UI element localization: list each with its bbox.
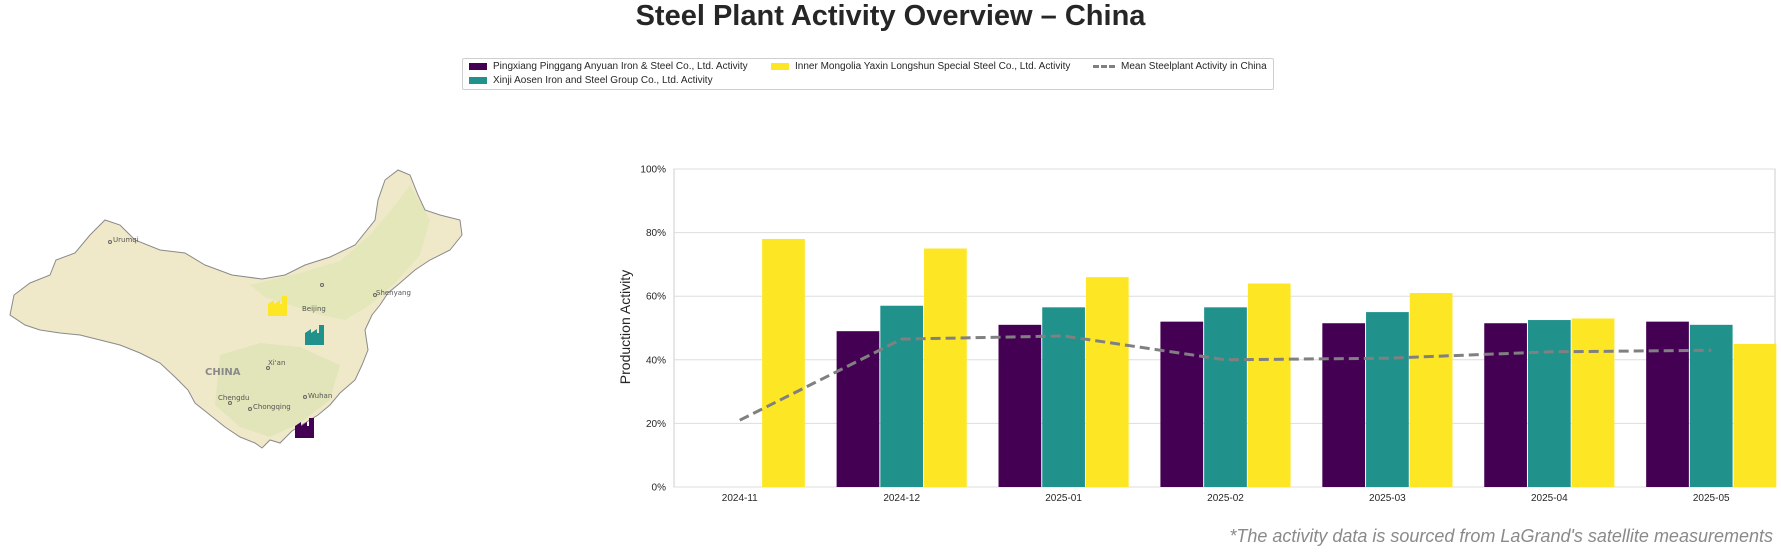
bar-series-2 <box>924 248 967 487</box>
legend-item-mean: Mean Steelplant Activity in China <box>1093 60 1267 74</box>
legend-swatch-xinji <box>469 76 487 84</box>
city-marker-beijing <box>320 283 324 287</box>
bar-series-2 <box>1085 277 1129 487</box>
x-tick-label: 2025-01 <box>1045 493 1082 504</box>
mean-line-layer <box>739 334 1712 422</box>
legend-label-inner-mongolia: Inner Mongolia Yaxin Longshun Special St… <box>795 61 1071 72</box>
bar-series-1 <box>880 305 924 487</box>
y-tick-label: 20% <box>646 419 666 430</box>
bar-series-0 <box>1484 323 1527 487</box>
factory-shape-xinji <box>305 325 324 345</box>
legend-item-pingxiang: Pingxiang Pinggang Anyuan Iron & Steel C… <box>469 60 748 74</box>
city-marker-xian <box>266 366 270 370</box>
legend-item-xinji: Xinji Aosen Iron and Steel Group Co., Lt… <box>469 74 713 88</box>
factory-icon-inner-mongolia <box>268 296 287 316</box>
factory-shape-pingxiang <box>295 418 314 438</box>
source-footnote: *The activity data is sourced from LaGra… <box>1229 526 1773 546</box>
bar-series-0 <box>1160 321 1204 487</box>
city-label-chongqing: Chongqing <box>253 403 291 411</box>
bar-series-2 <box>1247 283 1291 487</box>
x-tick-label: 2025-04 <box>1531 493 1568 504</box>
bar-series-0 <box>1646 321 1689 487</box>
city-marker-chengdu <box>228 401 232 405</box>
city-marker-shenyang <box>373 293 377 297</box>
factory-shape-inner-mongolia <box>268 296 287 316</box>
country-label: CHINA <box>205 367 241 378</box>
y-tick-label: 40% <box>646 355 666 366</box>
bar-series-0 <box>998 324 1042 487</box>
axis-layer: 0% 20% 40% 60% 80% 100% 2024-11 2024-12 2025-01 2… <box>640 165 1730 505</box>
china-outline <box>9 169 463 449</box>
city-label-wuhan: Wuhan <box>308 392 332 400</box>
city-label-shenyang: Shenyang <box>376 289 411 297</box>
bar-series-0 <box>836 331 880 487</box>
y-tick-label: 100% <box>640 165 666 176</box>
factory-icon-pingxiang <box>295 418 314 438</box>
x-tick-label: 2024-11 <box>722 493 758 504</box>
x-tick-label: 2025-02 <box>1207 493 1244 504</box>
city-label-chengdu: Chengdu <box>218 394 249 402</box>
bar-series-0 <box>1322 323 1366 487</box>
bar-series-2 <box>1733 343 1777 487</box>
bar-chart: 0% 20% 40% 60% 80% 100% 2024-11 2024-12 2025-01 2… <box>617 165 1777 505</box>
y-tick-label: 80% <box>646 228 666 239</box>
chart-legend: Pingxiang Pinggang Anyuan Iron & Steel C… <box>462 58 1274 90</box>
mean-activity-line <box>739 334 1712 422</box>
legend-label-pingxiang: Pingxiang Pinggang Anyuan Iron & Steel C… <box>493 61 748 72</box>
bar-layer <box>762 238 1777 487</box>
legend-item-inner-mongolia: Inner Mongolia Yaxin Longshun Special St… <box>771 60 1070 74</box>
factory-icon-xinji <box>305 325 324 345</box>
bar-series-2 <box>1409 293 1453 487</box>
map-terrain-shading-south <box>215 343 340 437</box>
y-tick-label: 60% <box>646 292 666 303</box>
legend-swatch-inner-mongolia <box>771 62 789 70</box>
bar-series-1 <box>1366 312 1409 487</box>
x-tick-label: 2025-03 <box>1369 493 1406 504</box>
city-label-xian: Xi'an <box>268 359 285 367</box>
legend-label-mean: Mean Steelplant Activity in China <box>1121 61 1267 72</box>
legend-label-xinji: Xinji Aosen Iron and Steel Group Co., Lt… <box>493 75 713 86</box>
city-marker-wuhan <box>303 395 307 399</box>
y-tick-label: 0% <box>652 483 667 494</box>
chart-title: Steel Plant Activity Overview – China <box>635 0 1146 32</box>
bar-series-2 <box>1571 318 1615 487</box>
city-marker-urumqi <box>108 240 112 244</box>
city-label-beijing: Beijing <box>302 305 326 313</box>
city-marker-chongqing <box>248 407 252 411</box>
bar-series-1 <box>1042 307 1085 487</box>
legend-dash-mean <box>1093 64 1115 68</box>
map-terrain-shading <box>250 185 430 320</box>
bar-series-2 <box>762 238 805 487</box>
bar-series-1 <box>1527 320 1571 487</box>
x-tick-label: 2024-12 <box>883 493 920 504</box>
x-tick-label: 2025-05 <box>1693 493 1730 504</box>
y-axis-label: Production Activity <box>617 270 633 384</box>
city-label-urumqi: Urumqi <box>113 236 139 244</box>
bar-series-1 <box>1204 307 1247 487</box>
legend-swatch-pingxiang <box>469 62 487 70</box>
china-map: Urumqi Beijing Shenyang Xi'an Chengdu Ch… <box>9 169 463 449</box>
